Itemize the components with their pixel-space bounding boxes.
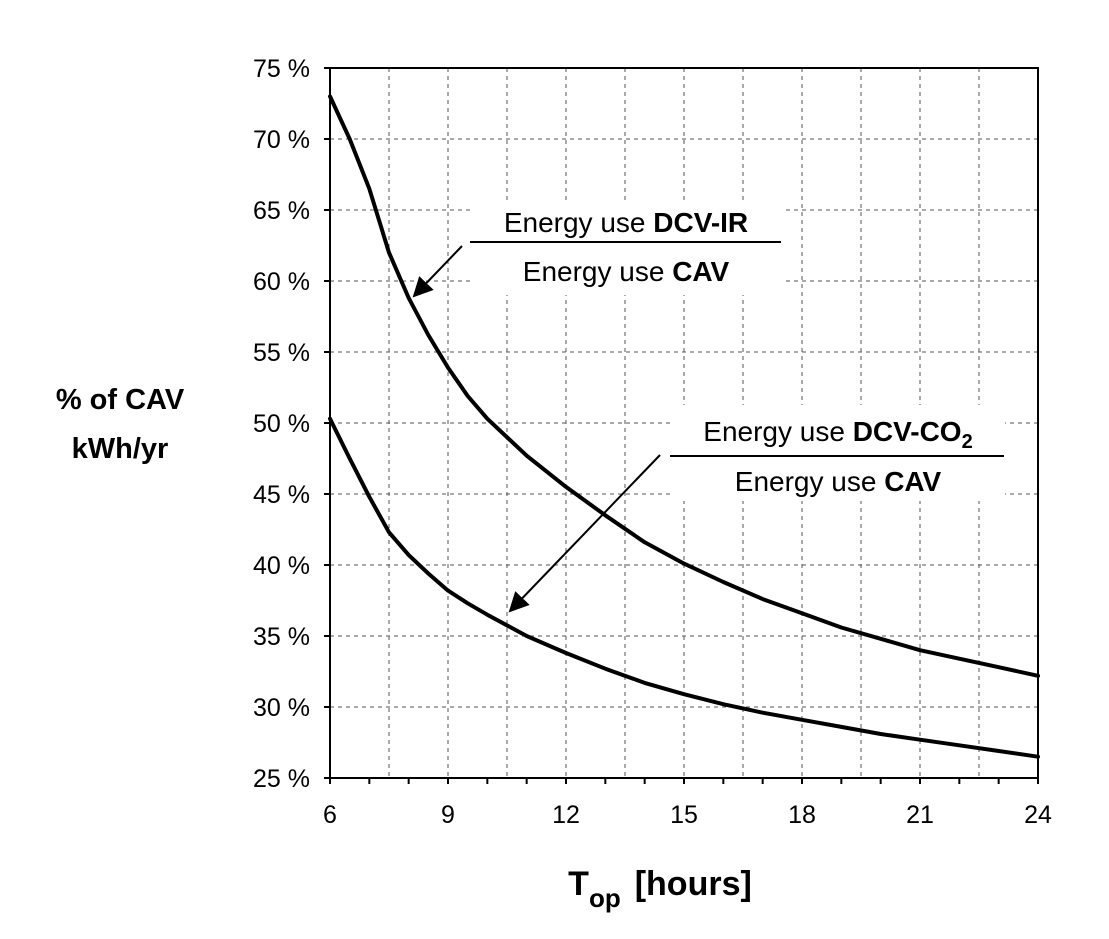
x-axis-label-sub: op [589, 883, 621, 913]
annotation-dcv-co2-arrow [508, 454, 661, 613]
annotation-dcv-co2-numerator-subscript: 2 [962, 431, 973, 453]
annotation-dcv-ir-numerator: Energy use DCV-IR [504, 207, 748, 238]
annotation-dcv-ir-denominator-prefix: Energy use [523, 256, 665, 287]
y-tick-labels: 25 % 30 % 35 % 40 % 45 % 50 % 55 % 60 % 65 % 70 %… [253, 55, 310, 793]
annotation-dcv-co2-denominator-bold: CAV [884, 466, 941, 497]
annotation-dcv-ir-denominator-bold: CAV [672, 256, 729, 287]
y-tick-label: 65 % [253, 197, 310, 225]
annotation-dcv-ir-numerator-bold: DCV-IR [653, 207, 748, 238]
annotation-dcv-co2-numerator-bold: DCV-CO [853, 416, 962, 447]
y-tick-label: 45 % [253, 481, 310, 509]
y-tick-label: 55 % [253, 339, 310, 367]
y-tick-label: 40 % [253, 552, 310, 580]
series-line-dcv-co2 [328, 416, 1040, 759]
annotation-dcv-co2-numerator: Energy use DCV-CO2 [703, 416, 972, 453]
annotation-dcv-ir-denominator: Energy use CAV [523, 256, 730, 287]
x-tick-label: 18 [788, 801, 816, 829]
y-tick-label: 25 % [253, 765, 310, 793]
y-tick-label: 30 % [253, 694, 310, 722]
x-tick-label: 15 [670, 801, 698, 829]
x-tick-label: 24 [1024, 801, 1052, 829]
annotation-dcv-co2-numerator-prefix: Energy use [703, 416, 845, 447]
y-axis-label-line2: kWh/yr [72, 433, 169, 465]
x-axis-label-unit: [hours] [635, 865, 752, 903]
x-tick-labels: 6 9 12 15 18 21 24 [323, 801, 1052, 829]
y-axis-label-line1: % of CAV [56, 384, 185, 416]
annotation-dcv-co2-denominator: Energy use CAV [735, 466, 942, 497]
annotation-dcv-co2-background [670, 405, 1005, 501]
x-axis-label: Top [hours] [568, 865, 752, 913]
x-tick-label: 12 [552, 801, 580, 829]
x-axis-label-main: T [568, 865, 589, 903]
y-tick-label: 75 % [253, 55, 310, 83]
annotation-dcv-co2: Energy use DCV-CO2 Energy use CAV [508, 405, 1005, 613]
annotation-dcv-co2-denominator-prefix: Energy use [735, 466, 877, 497]
x-tick-label: 21 [906, 801, 934, 829]
y-tick-label: 60 % [253, 268, 310, 296]
y-tick-label: 35 % [253, 623, 310, 651]
x-tick-label: 6 [323, 801, 337, 829]
series [328, 94, 1040, 759]
annotation-dcv-ir-arrow [412, 245, 463, 298]
y-tick-label: 70 % [253, 126, 310, 154]
series-line-dcv-ir [328, 94, 1040, 678]
annotation-dcv-ir: Energy use DCV-IR Energy use CAV [412, 200, 782, 298]
y-tick-label: 50 % [253, 410, 310, 438]
x-tick-label: 9 [441, 801, 455, 829]
annotation-dcv-ir-background [470, 200, 782, 295]
annotation-dcv-ir-numerator-prefix: Energy use [504, 207, 646, 238]
